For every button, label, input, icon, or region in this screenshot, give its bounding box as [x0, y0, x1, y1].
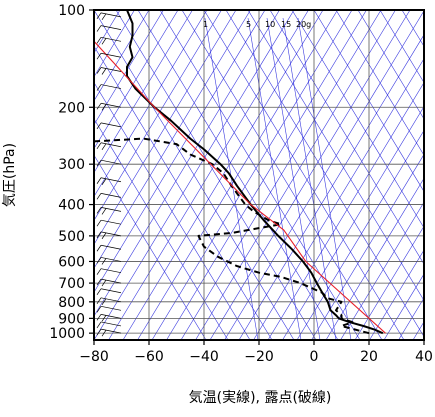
wind-barb-flag: [97, 143, 101, 149]
x-tick-label: 0: [310, 349, 319, 365]
wind-barb: [101, 123, 121, 127]
wind-barb-flag: [97, 26, 101, 32]
adiabat-line: [138, 10, 338, 340]
wind-barb-flag: [97, 232, 101, 238]
wind-barb-flag: [97, 193, 101, 199]
x-axis-label: 気温(実線), 露点(破線): [189, 390, 332, 406]
wind-barb-flag: [102, 69, 106, 75]
wind-barb: [101, 289, 121, 293]
wind-barb-flag: [97, 289, 101, 295]
wind-barb-flag: [102, 208, 106, 214]
isotherm-line: [370, 10, 435, 340]
isotherm-line: [239, 10, 435, 340]
adiabat-line: [292, 10, 435, 340]
adiabat-line: [204, 10, 404, 340]
mixing-ratio-label: 5: [246, 20, 251, 29]
mixing-ratio-label: 20g: [296, 20, 311, 29]
wind-barb: [101, 306, 121, 310]
mixing-ratio-label: 10: [265, 20, 275, 29]
x-tick-label: −40: [189, 349, 219, 365]
reference-line: [94, 41, 386, 333]
wind-barb-flag: [97, 103, 101, 109]
y-tick-label: 200: [58, 100, 85, 116]
wind-barb-flag: [102, 14, 106, 20]
wind-barb-flag: [97, 329, 101, 335]
wind-barb: [101, 26, 121, 30]
wind-barb-flag: [97, 298, 101, 304]
mixing-ratio-label: 15: [281, 20, 291, 29]
isotherm-line: [225, 10, 425, 340]
wind-barb: [101, 220, 121, 224]
isotherm-line: [210, 10, 410, 340]
adiabat-line: [226, 10, 426, 340]
adiabat-line: [402, 10, 435, 340]
x-tick-label: −60: [134, 349, 164, 365]
x-tick-label: −80: [79, 349, 109, 365]
x-tick-label: 40: [415, 349, 433, 365]
isotherm-line: [167, 10, 367, 340]
x-tick-label: −20: [244, 349, 274, 365]
y-tick-label: 300: [58, 157, 85, 173]
wind-barb-flag: [97, 178, 101, 184]
isotherm-line: [109, 10, 309, 340]
adiabat-line: [424, 10, 435, 340]
wind-barb-flag: [97, 322, 101, 328]
y-tick-label: 900: [58, 311, 85, 327]
wind-barb: [101, 269, 121, 273]
wind-barbs: [97, 13, 121, 336]
isotherm-line: [326, 10, 435, 340]
adiabat-line: [314, 10, 435, 340]
mixing-ratio-line: [267, 18, 320, 340]
isotherm-line: [22, 10, 222, 340]
isotherm-line: [181, 10, 381, 340]
y-tick-label: 600: [58, 254, 85, 270]
grid: [94, 10, 424, 340]
x-tick-label: 20: [360, 349, 378, 365]
isotherm-line: [283, 10, 435, 340]
adiabat-line: [6, 10, 206, 340]
isotherm-line: [138, 10, 338, 340]
isotherm-line: [0, 10, 193, 340]
mixing-ratio-label: 1: [203, 20, 208, 29]
y-tick-label: 500: [58, 229, 85, 245]
y-tick-label: 100: [58, 3, 85, 19]
isotherm-line: [399, 10, 435, 340]
y-axis-label: 気圧(hPa): [2, 143, 18, 207]
wind-barb-flag: [97, 257, 101, 263]
x-axis-ticks: −80 −60 −40 −20 0 20 40: [79, 340, 433, 365]
mixing-ratio-line: [283, 18, 336, 340]
adiabat-line: [116, 10, 316, 340]
wind-barb-flag: [97, 269, 101, 275]
isotherm-line: [0, 10, 178, 340]
y-tick-label: 1000: [49, 326, 85, 342]
mixing-ratio-line: [298, 18, 351, 340]
wind-barb-flag: [97, 314, 101, 320]
wind-barb-flag: [97, 220, 101, 226]
wind-barb-flag: [97, 245, 101, 251]
y-tick-label: 800: [58, 295, 85, 311]
wind-barb-flag: [97, 306, 101, 312]
isotherm-line: [428, 10, 435, 340]
wind-barb: [101, 160, 121, 164]
wind-barb: [101, 245, 121, 249]
isotherm-line: [7, 10, 207, 340]
y-tick-label: 400: [58, 198, 85, 214]
adiabat-line: [160, 10, 360, 340]
adiabat-line: [72, 10, 272, 340]
wind-barb: [101, 53, 121, 57]
y-tick-label: 700: [58, 276, 85, 292]
wind-barb-flag: [102, 144, 106, 150]
wind-barb-flag: [97, 123, 101, 129]
